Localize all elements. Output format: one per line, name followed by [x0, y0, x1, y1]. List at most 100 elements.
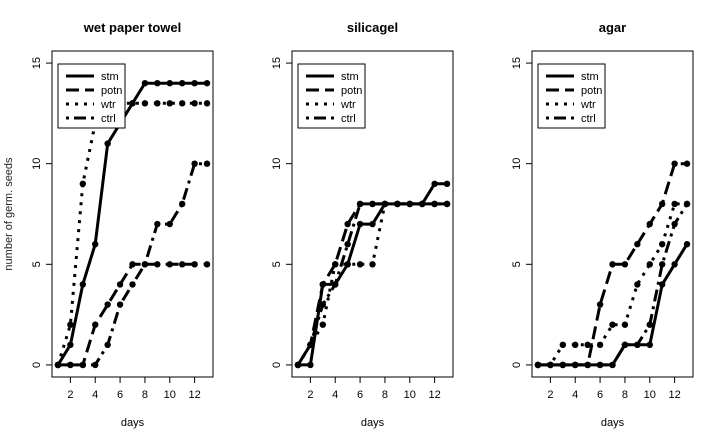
data-point-ctrl: [683, 200, 691, 208]
y-tick-label: 0: [31, 362, 43, 368]
x-tick-label: 10: [404, 389, 416, 401]
data-point-ctrl: [203, 160, 211, 167]
data-point-stm: [79, 281, 87, 288]
data-point-potn: [596, 301, 604, 308]
data-point-potn: [683, 160, 691, 167]
data-point-potn: [658, 200, 666, 208]
panel-title: wet paper towel: [83, 20, 182, 35]
panel-title: silicagel: [347, 20, 398, 35]
series-line-potn: [58, 262, 207, 367]
y-tick-label: 10: [31, 158, 43, 170]
legend-label: wtr: [580, 99, 596, 111]
data-point-wtr: [67, 321, 74, 328]
y-tick-label: 15: [271, 57, 283, 69]
data-point-potn: [178, 261, 186, 268]
data-point-potn: [129, 261, 136, 268]
y-tick-label: 10: [511, 158, 523, 170]
legend-label: potn: [101, 85, 122, 97]
panel-3: agar days 2 4 6 8 10 12 0 5 10 15 stm potn wtr ctrl: [511, 20, 694, 429]
data-point-ctrl: [307, 341, 314, 349]
data-point-wtr: [572, 341, 579, 349]
x-axis-label: days: [601, 417, 625, 429]
y-tick-label: 10: [271, 158, 283, 170]
data-point-wtr: [609, 321, 616, 328]
data-point-wtr: [356, 261, 364, 268]
y-axis-label: number of germ. seeds: [3, 157, 15, 271]
x-tick-label: 6: [597, 389, 603, 401]
data-point-stm: [646, 341, 653, 349]
data-point-ctrl: [294, 361, 302, 369]
x-tick-label: 4: [92, 389, 98, 401]
data-point-potn: [634, 240, 641, 248]
data-point-stm: [369, 220, 376, 228]
data-point-ctrl: [356, 200, 364, 208]
x-tick-label: 2: [67, 389, 73, 401]
data-point-wtr: [596, 341, 604, 349]
data-point-wtr: [658, 240, 666, 248]
data-point-ctrl: [394, 200, 401, 208]
data-point-wtr: [671, 200, 678, 208]
data-point-stm: [104, 140, 111, 147]
legend-label: ctrl: [581, 113, 596, 125]
data-point-ctrl: [381, 200, 389, 208]
data-point-potn: [646, 220, 653, 228]
data-point-potn: [92, 321, 99, 328]
data-point-ctrl: [443, 200, 451, 208]
y-tick-label: 15: [511, 57, 523, 69]
data-point-ctrl: [406, 200, 413, 208]
data-point-stm: [203, 79, 211, 87]
data-point-ctrl: [609, 361, 616, 369]
data-point-wtr: [344, 261, 351, 268]
data-point-potn: [344, 220, 351, 228]
x-tick-label: 2: [307, 389, 313, 401]
x-tick-label: 8: [622, 389, 628, 401]
y-tick-label: 0: [271, 362, 283, 368]
data-point-wtr: [129, 100, 136, 107]
legend-label: potn: [341, 85, 362, 97]
data-point-stm: [178, 79, 186, 87]
data-point-ctrl: [166, 220, 173, 228]
legend-label: stm: [101, 71, 119, 83]
series-line-wtr: [56, 101, 207, 366]
legend-label: wtr: [340, 99, 356, 111]
data-point-wtr: [154, 100, 161, 107]
data-point-ctrl: [178, 200, 186, 208]
y-tick-label: 0: [511, 362, 523, 368]
y-tick-label: 5: [271, 261, 283, 267]
x-tick-label: 6: [357, 389, 363, 401]
x-tick-label: 12: [428, 389, 440, 401]
x-tick-label: 4: [332, 389, 338, 401]
data-point-ctrl: [584, 361, 591, 369]
data-point-stm: [141, 79, 149, 87]
x-tick-label: 8: [142, 389, 148, 401]
legend: stm potn wtr ctrl: [57, 63, 126, 129]
x-tick-label: 6: [117, 389, 123, 401]
data-point-ctrl: [671, 220, 678, 228]
data-point-wtr: [621, 321, 629, 328]
data-point-potn: [116, 281, 124, 288]
legend-label: wtr: [100, 99, 116, 111]
data-point-wtr: [191, 100, 198, 107]
x-tick-label: 12: [188, 389, 200, 401]
data-point-potn: [671, 160, 678, 167]
data-point-ctrl: [559, 361, 567, 369]
data-point-wtr: [634, 281, 641, 288]
data-point-ctrl: [67, 361, 74, 369]
data-point-ctrl: [646, 321, 653, 328]
data-point-stm: [443, 180, 451, 188]
data-point-stm: [683, 240, 691, 248]
data-point-wtr: [584, 341, 591, 349]
data-point-stm: [67, 341, 74, 349]
data-point-wtr: [79, 180, 87, 188]
data-point-stm: [658, 281, 666, 288]
data-point-ctrl: [116, 301, 124, 308]
data-point-stm: [92, 240, 99, 248]
x-axis-label: days: [121, 417, 145, 429]
x-tick-label: 10: [164, 389, 176, 401]
legend-label: ctrl: [101, 113, 116, 125]
series-line-stm: [298, 182, 447, 367]
data-point-stm: [191, 79, 198, 87]
data-point-ctrl: [332, 281, 339, 288]
y-tick-label: 15: [31, 57, 43, 69]
data-point-ctrl: [547, 361, 554, 369]
